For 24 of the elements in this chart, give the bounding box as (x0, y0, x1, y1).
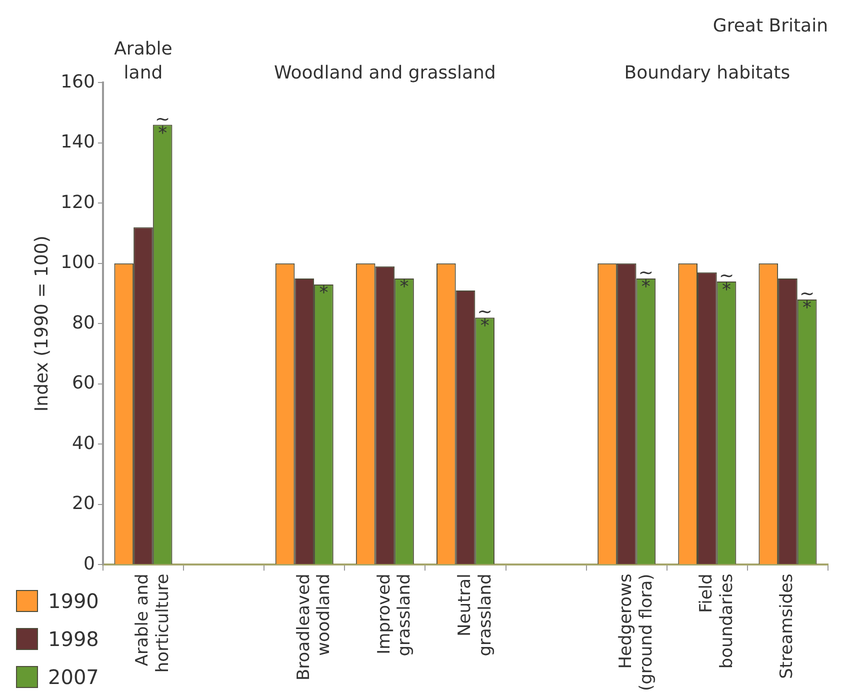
x-tick-label: Hedgerows (ground flora) (616, 574, 656, 692)
annotation: * (319, 282, 328, 304)
y-tick-label: 20 (72, 493, 95, 514)
y-tick-label: 100 (60, 252, 95, 274)
legend-label: 1998 (48, 627, 99, 651)
y-tick-label: 160 (60, 71, 95, 92)
x-tick-label: Streamsides (777, 574, 798, 679)
y-tick-label: 140 (60, 132, 95, 153)
annotation: Woodland and grassland (274, 62, 496, 84)
chart-title: Great Britain (712, 15, 828, 36)
annotation: * (400, 276, 409, 298)
y-axis-title: Index (1990 = 100) (31, 236, 52, 412)
y-tick-label: 0 (84, 553, 95, 574)
y-tick-label: 60 (72, 372, 95, 394)
legend-label: 2007 (48, 665, 99, 689)
y-tick-label: 120 (60, 192, 95, 213)
x-tick-label: Arable and horticulture (132, 574, 174, 673)
annotation: Arable land (114, 38, 172, 84)
x-tick-label: Broadleaved woodland (294, 574, 334, 680)
y-tick-label: 80 (72, 312, 95, 334)
legend-label: 1990 (48, 589, 99, 613)
y-tick-label: 40 (72, 432, 95, 454)
annotation: Boundary habitats (624, 62, 790, 84)
x-tick-label: Field boundaries (696, 574, 737, 669)
